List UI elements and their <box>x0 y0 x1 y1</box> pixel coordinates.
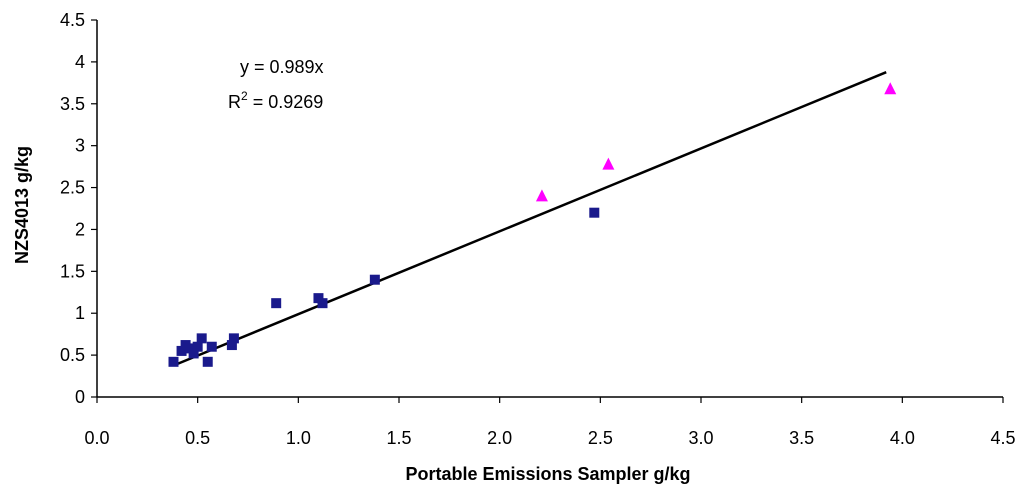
data-point-square <box>589 207 600 218</box>
y-tick-label: 1 <box>75 303 85 323</box>
x-tick-label: 0.0 <box>84 428 109 448</box>
trendline <box>173 71 887 367</box>
x-tick-label: 3.0 <box>688 428 713 448</box>
x-tick-label: 4.0 <box>890 428 915 448</box>
data-point-square <box>206 341 217 352</box>
y-tick-label: 2.5 <box>60 178 85 198</box>
data-point-square <box>196 333 207 344</box>
data-point-square <box>228 333 239 344</box>
x-axis-title: Portable Emissions Sampler g/kg <box>405 464 690 484</box>
data-point-square <box>202 356 213 367</box>
y-tick-label: 3 <box>75 136 85 156</box>
data-point-square <box>271 298 282 309</box>
ticks: 0.0 0.5 1.0 1.5 2.0 2.5 3.0 3.5 4.0 4.5 0 0.5 1 1.5 2 2… <box>60 10 1016 448</box>
x-tick-label: 2.0 <box>487 428 512 448</box>
y-tick-label: 4 <box>75 52 85 72</box>
data-point-square <box>192 341 203 352</box>
r-squared-superscript: 2 <box>241 89 248 103</box>
y-tick-label: 1.5 <box>60 261 85 281</box>
x-tick-label: 1.0 <box>286 428 311 448</box>
axes <box>96 20 1003 398</box>
data-points <box>168 82 897 367</box>
y-tick-label: 3.5 <box>60 94 85 114</box>
data-point-square <box>184 343 195 354</box>
data-point-square <box>168 356 179 367</box>
data-point-square <box>317 298 328 309</box>
y-tick-label: 0 <box>75 387 85 407</box>
y-tick-label: 2 <box>75 219 85 239</box>
y-tick-label: 4.5 <box>60 10 85 30</box>
x-tick-label: 4.5 <box>990 428 1015 448</box>
trendline-equation: y = 0.989x <box>240 57 324 77</box>
data-point-triangle <box>884 82 897 95</box>
r-squared-value: = 0.9269 <box>248 92 324 112</box>
data-point-square <box>369 274 380 285</box>
x-tick-label: 2.5 <box>588 428 613 448</box>
data-point-square <box>176 345 187 356</box>
y-tick-label: 0.5 <box>60 345 85 365</box>
data-point-triangle <box>602 157 615 170</box>
r-squared-label: R2 = 0.9269 <box>228 89 323 112</box>
x-tick-label: 3.5 <box>789 428 814 448</box>
x-tick-label: 0.5 <box>185 428 210 448</box>
data-point-triangle <box>535 189 548 202</box>
trendline-group <box>173 71 887 367</box>
data-point-square <box>226 340 237 351</box>
x-tick-label: 1.5 <box>386 428 411 448</box>
data-point-square <box>188 348 199 359</box>
data-point-square <box>313 293 324 304</box>
r-squared-symbol: R <box>228 92 241 112</box>
y-axis-title: NZS4013 g/kg <box>12 146 32 264</box>
